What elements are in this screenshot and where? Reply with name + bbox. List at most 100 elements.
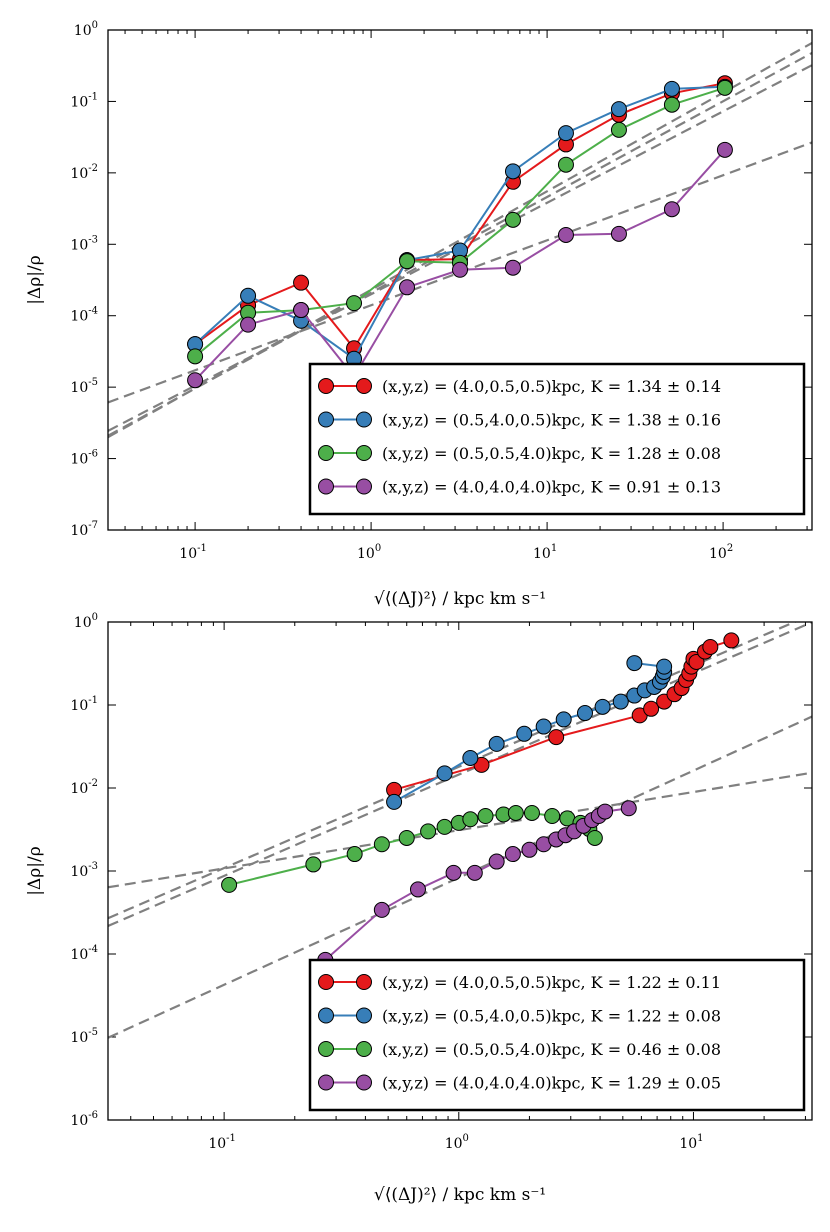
y-tick-exponent: -4 bbox=[88, 944, 98, 955]
y-tick-label: 100 bbox=[74, 20, 98, 39]
data-point bbox=[548, 729, 565, 746]
data-point bbox=[594, 698, 611, 715]
data-point bbox=[436, 765, 453, 782]
y-tick-base: 10 bbox=[70, 166, 88, 182]
legend-label: (x,y,z) = (4.0,4.0,4.0)kpc, K = 0.91 ± 0… bbox=[382, 478, 721, 497]
legend: (x,y,z) = (4.0,0.5,0.5)kpc, K = 1.22 ± 0… bbox=[308, 958, 806, 1112]
legend-entry: (x,y,z) = (0.5,4.0,0.5)kpc, K = 1.22 ± 0… bbox=[318, 1007, 721, 1026]
data-point bbox=[643, 700, 660, 717]
legend-entry: (x,y,z) = (0.5,4.0,0.5)kpc, K = 1.38 ± 0… bbox=[318, 411, 721, 430]
data-point bbox=[507, 804, 524, 821]
data-point bbox=[688, 653, 705, 670]
y-tick-label: 100 bbox=[74, 612, 98, 631]
fit-line bbox=[108, 41, 812, 439]
series-2 bbox=[386, 655, 673, 810]
legend-marker bbox=[356, 445, 372, 461]
data-point bbox=[488, 853, 505, 870]
y-tick-label: 10-5 bbox=[70, 377, 98, 396]
y-tick-label: 10-2 bbox=[70, 778, 98, 797]
legend-entry: (x,y,z) = (0.5,0.5,4.0)kpc, K = 0.46 ± 0… bbox=[318, 1040, 721, 1059]
x-tick-label: 100 bbox=[357, 543, 381, 562]
y-tick-base: 10 bbox=[70, 698, 88, 714]
data-point bbox=[521, 841, 538, 858]
data-point bbox=[240, 316, 257, 333]
x-axis-label: √⟨(ΔJ)²⟩ / kpc km s⁻¹ bbox=[374, 589, 546, 609]
y-tick-exponent: -1 bbox=[88, 695, 98, 706]
x-tick-exponent: -1 bbox=[226, 1133, 236, 1144]
data-point bbox=[516, 725, 533, 742]
data-point bbox=[305, 856, 322, 873]
legend-label: (x,y,z) = (0.5,0.5,4.0)kpc, K = 1.28 ± 0… bbox=[382, 444, 721, 463]
legend-marker bbox=[356, 1074, 372, 1091]
data-point bbox=[477, 807, 494, 824]
data-point bbox=[612, 693, 629, 710]
series-1 bbox=[386, 632, 740, 798]
data-point bbox=[504, 163, 521, 180]
data-point bbox=[535, 718, 552, 735]
data-point bbox=[597, 803, 614, 820]
legend-box bbox=[308, 362, 806, 516]
legend-entry: (x,y,z) = (4.0,0.5,0.5)kpc, K = 1.22 ± 0… bbox=[318, 973, 721, 992]
data-point bbox=[373, 901, 390, 918]
data-point bbox=[610, 225, 627, 242]
legend-marker bbox=[318, 974, 334, 990]
y-tick-base: 10 bbox=[70, 864, 88, 880]
legend-box bbox=[308, 958, 806, 1112]
legend-label: (x,y,z) = (4.0,0.5,0.5)kpc, K = 1.22 ± 0… bbox=[382, 973, 721, 992]
y-tick-exponent: 0 bbox=[92, 20, 98, 31]
data-point bbox=[452, 261, 468, 278]
x-tick-base: 10 bbox=[179, 546, 197, 562]
data-point bbox=[557, 226, 574, 243]
legend-marker bbox=[356, 411, 372, 428]
y-tick-label: 10-4 bbox=[70, 944, 98, 963]
y-tick-base: 10 bbox=[70, 452, 88, 468]
x-tick-base: 10 bbox=[445, 1136, 463, 1152]
y-tick-exponent: -4 bbox=[88, 306, 98, 317]
data-point bbox=[586, 829, 603, 846]
data-point bbox=[221, 876, 238, 893]
x-tick-label: 10-1 bbox=[208, 1133, 236, 1152]
data-point bbox=[420, 823, 437, 840]
y-axis-label: |Δρ|/ρ bbox=[25, 255, 45, 304]
y-tick-base: 10 bbox=[70, 947, 88, 963]
legend-entry: (x,y,z) = (0.5,0.5,4.0)kpc, K = 1.28 ± 0… bbox=[318, 444, 721, 463]
data-point bbox=[293, 274, 310, 291]
y-tick-base: 10 bbox=[70, 309, 88, 325]
x-tick-exponent: 0 bbox=[463, 1133, 469, 1144]
y-tick-label: 10-2 bbox=[70, 163, 98, 182]
x-tick-label: 101 bbox=[679, 1133, 703, 1152]
y-tick-exponent: -2 bbox=[88, 163, 98, 174]
y-tick-base: 10 bbox=[74, 23, 92, 39]
y-tick-label: 10-4 bbox=[70, 306, 98, 325]
data-point bbox=[557, 156, 574, 173]
data-point bbox=[187, 372, 204, 389]
y-tick-label: 10-1 bbox=[70, 695, 98, 714]
data-point bbox=[488, 735, 505, 752]
legend-label: (x,y,z) = (0.5,4.0,0.5)kpc, K = 1.38 ± 0… bbox=[382, 411, 721, 430]
y-tick-exponent: -1 bbox=[88, 91, 98, 102]
y-tick-base: 10 bbox=[70, 781, 88, 797]
data-point bbox=[187, 348, 204, 365]
data-point bbox=[462, 749, 479, 766]
y-tick-exponent: -7 bbox=[88, 520, 98, 531]
x-tick-label: 10-1 bbox=[179, 543, 207, 562]
legend-marker bbox=[356, 478, 372, 495]
series-group bbox=[221, 632, 740, 968]
data-point bbox=[504, 259, 521, 276]
legend-entry: (x,y,z) = (4.0,0.5,0.5)kpc, K = 1.34 ± 0… bbox=[318, 377, 721, 396]
y-tick-base: 10 bbox=[70, 523, 88, 539]
data-point bbox=[462, 811, 479, 828]
data-point bbox=[656, 658, 673, 675]
data-point bbox=[504, 846, 521, 863]
y-tick-exponent: -3 bbox=[88, 234, 98, 245]
data-point bbox=[346, 846, 363, 863]
legend-marker bbox=[318, 478, 334, 495]
data-point bbox=[555, 711, 572, 728]
y-tick-exponent: -6 bbox=[88, 449, 98, 460]
data-point bbox=[610, 101, 627, 118]
data-point bbox=[620, 800, 637, 817]
data-point bbox=[663, 201, 680, 218]
x-tick-base: 10 bbox=[709, 546, 727, 562]
legend: (x,y,z) = (4.0,0.5,0.5)kpc, K = 1.34 ± 0… bbox=[308, 362, 806, 516]
